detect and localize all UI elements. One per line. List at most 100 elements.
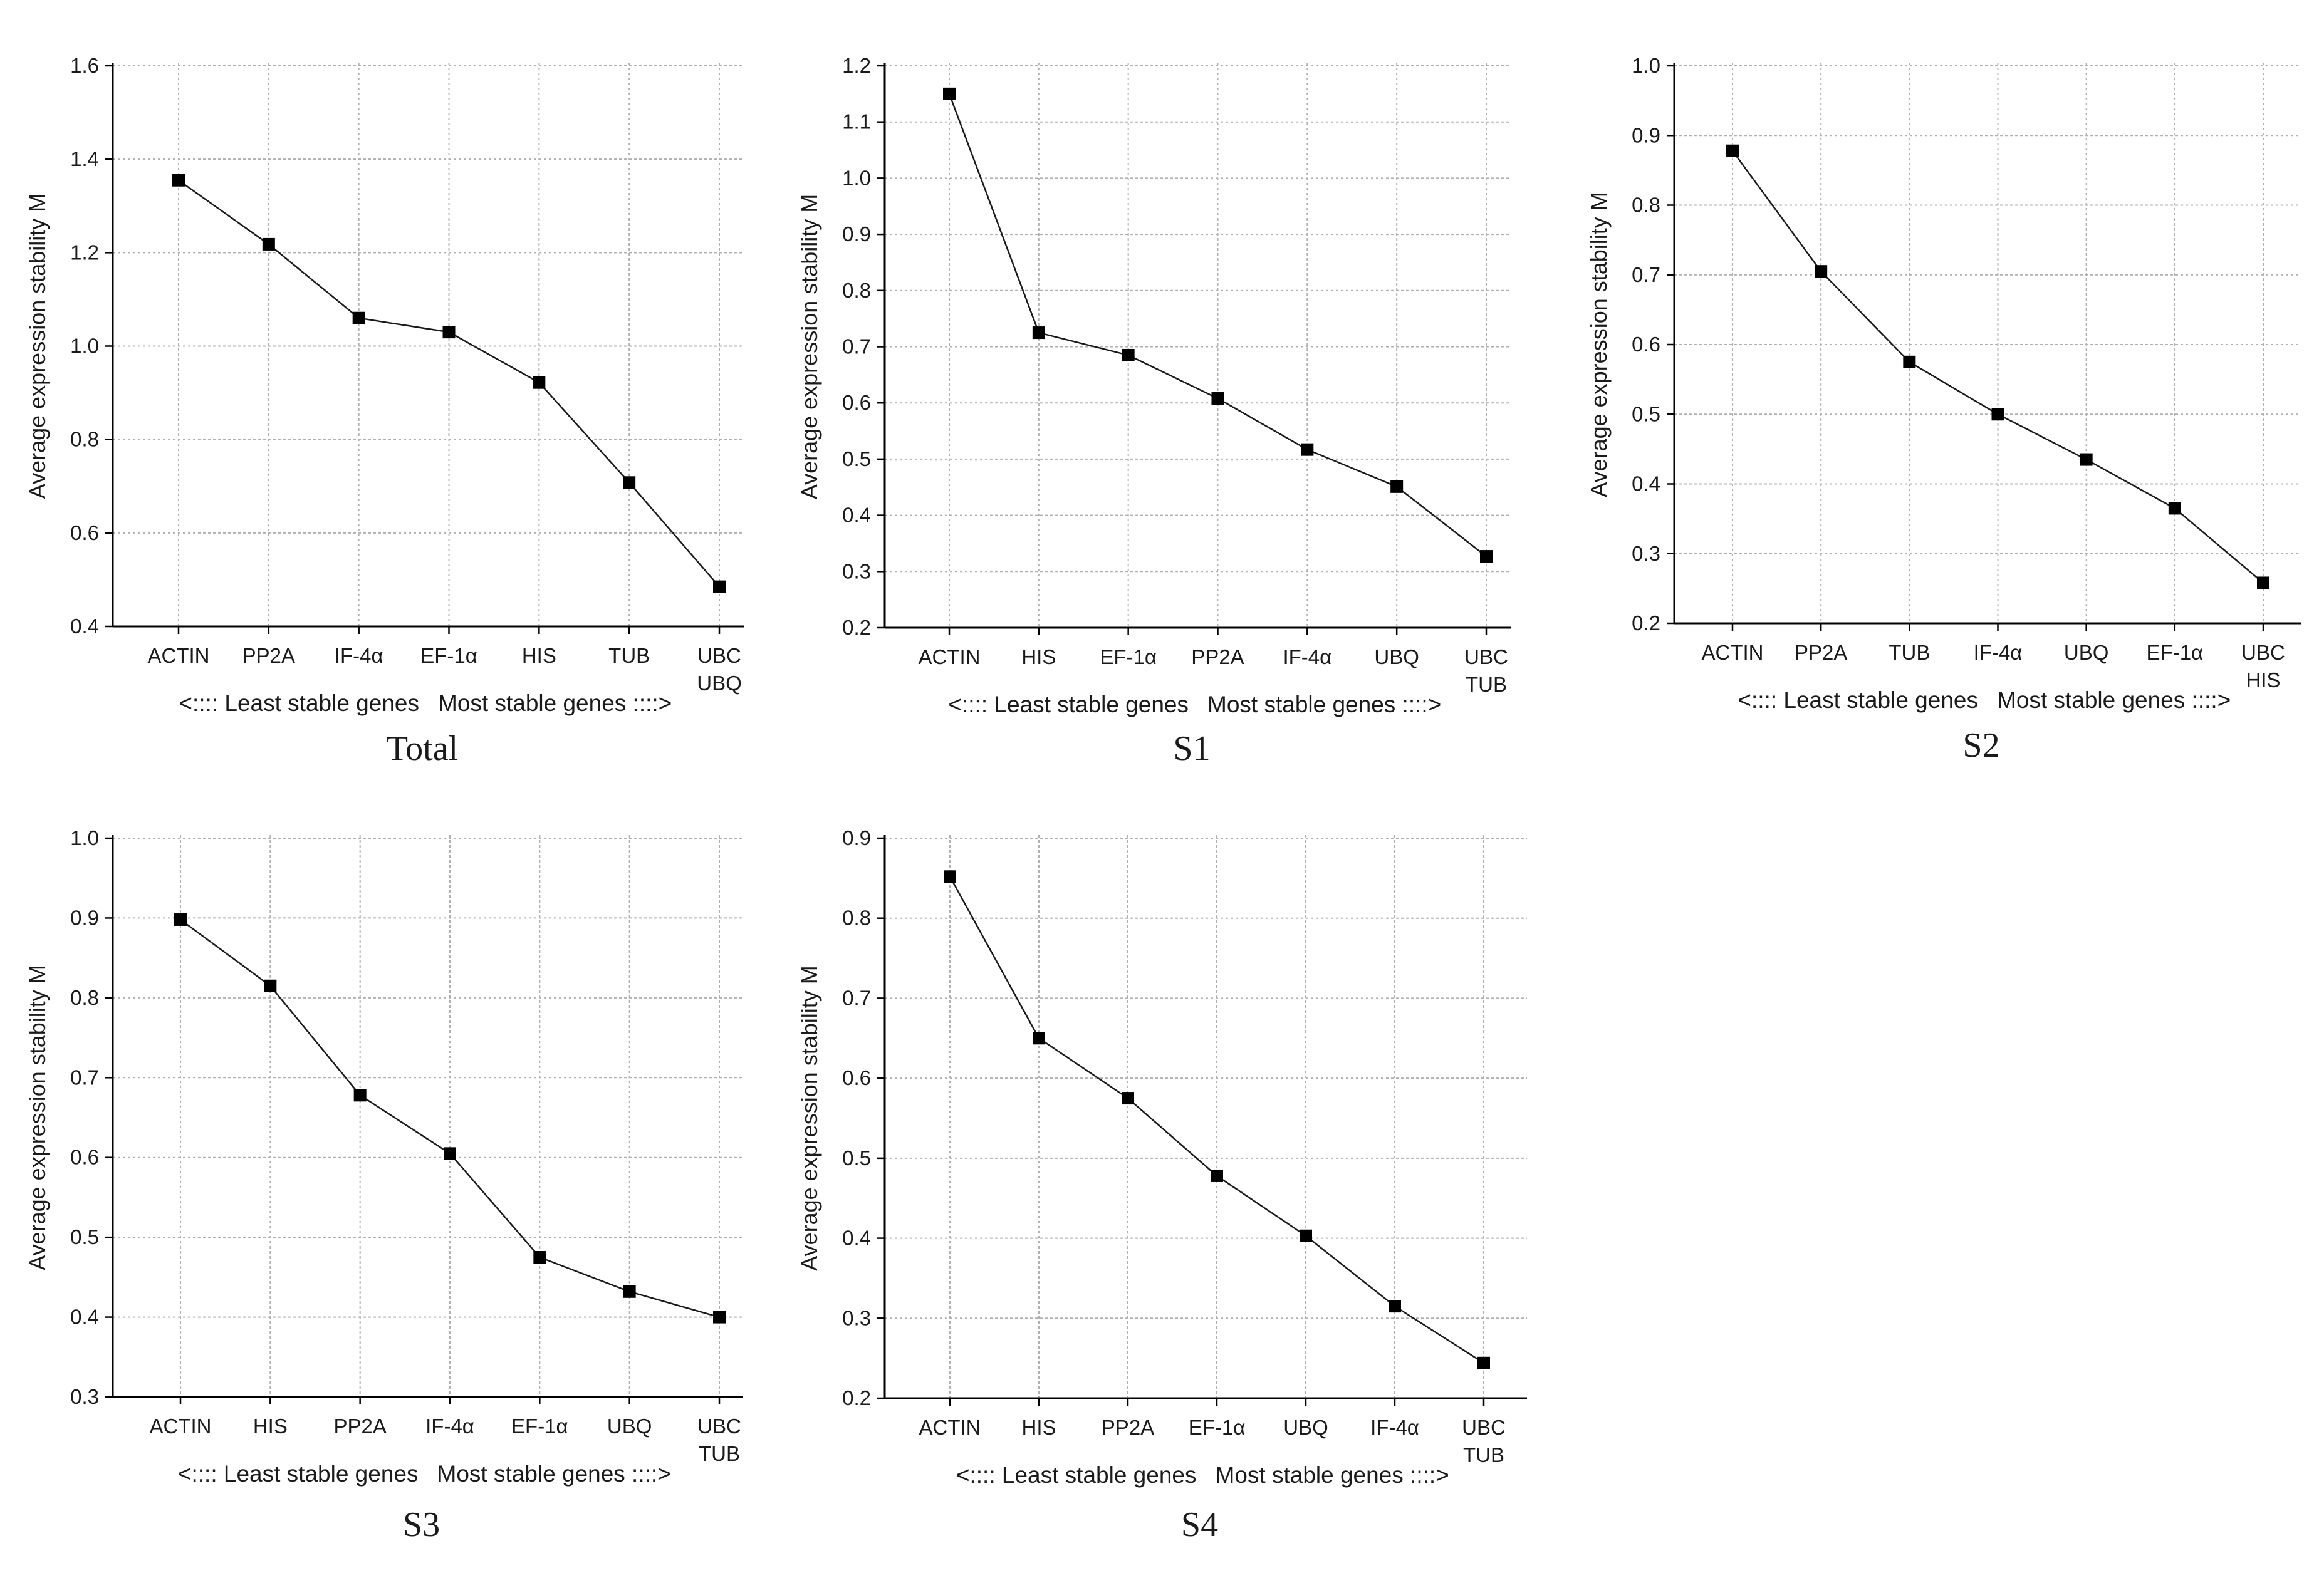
data-point	[442, 326, 456, 339]
y-tick-label: 0.9	[842, 826, 871, 849]
data-point	[262, 237, 275, 251]
x-tick-label: IF-4α	[1283, 645, 1331, 668]
x-tick-label: EF-1α	[1189, 1416, 1246, 1439]
least-stable-label: <:::: Least stable genes	[178, 1461, 419, 1487]
x-tick-label: EF-1α	[2147, 641, 2204, 664]
y-tick-label: 0.5	[842, 447, 871, 470]
x-tick-label: PP2A	[242, 644, 295, 667]
x-tick-label: UBQ	[1283, 1416, 1328, 1439]
data-point	[1032, 326, 1045, 340]
y-tick-label: 0.3	[1632, 542, 1660, 565]
series-line	[1731, 150, 2264, 584]
y-tick-label: 0.2	[1632, 611, 1660, 635]
data-point	[1211, 1169, 1223, 1182]
x-tick-label: HIS	[253, 1415, 288, 1438]
x-tick-label: UBC UBQ	[697, 644, 742, 695]
x-tick-label: HIS	[1021, 645, 1056, 668]
data-point	[172, 174, 185, 187]
x-tick-label: ACTIN	[150, 1415, 212, 1438]
y-tick-label: 0.3	[842, 559, 871, 583]
x-tick-label: HIS	[1021, 1416, 1056, 1439]
data-point	[2257, 576, 2269, 589]
x-tick-label: UBQ	[2064, 641, 2109, 664]
y-tick-label: 0.9	[1632, 123, 1660, 147]
data-point	[1726, 144, 1739, 157]
series-line	[949, 876, 1484, 1364]
most-stable-label: Most stable genes ::::>	[1997, 687, 2231, 713]
x-tick-label: ACTIN	[919, 645, 981, 668]
x-tick-label: ACTIN	[148, 644, 210, 667]
y-tick-label: 0.7	[842, 335, 871, 358]
data-point	[533, 1251, 546, 1264]
x-tick-label: UBQ	[1374, 645, 1419, 668]
data-point	[1033, 1032, 1045, 1045]
y-tick-label: 0.8	[842, 279, 871, 302]
panel-caption: S1	[1173, 729, 1210, 768]
y-tick-label: 0.9	[842, 222, 871, 246]
chart-panel-1: 0.4 0.6 0.8 1.0 1.2 1.4 1.6 ACTIN PP2A IF-4α EF-1α…	[24, 54, 744, 768]
x-tick-label: TUB	[608, 644, 650, 667]
y-axis-label: Average expression stability M	[796, 965, 822, 1271]
x-tick-label: IF-4α	[1370, 1416, 1419, 1439]
x-tick-label: EF-1α	[511, 1415, 568, 1438]
y-tick-label: 0.5	[842, 1146, 871, 1170]
y-tick-label: 1.2	[70, 241, 99, 264]
y-tick-label: 0.7	[1632, 263, 1660, 286]
data-point	[1480, 550, 1493, 563]
y-tick-label: 0.6	[70, 521, 99, 544]
y-tick-label: 1.4	[70, 147, 99, 170]
x-tick-label: PP2A	[1191, 645, 1244, 668]
most-stable-label: Most stable genes ::::>	[1216, 1462, 1449, 1488]
data-point	[944, 870, 956, 883]
data-point	[2168, 502, 2181, 515]
y-tick-label: 0.8	[842, 906, 871, 930]
data-point	[1477, 1356, 1490, 1369]
data-point	[1390, 480, 1404, 493]
data-point	[1300, 1229, 1312, 1242]
y-tick-label: 1.0	[842, 166, 871, 189]
y-tick-label: 0.6	[842, 391, 871, 414]
data-point	[713, 1311, 726, 1324]
least-stable-label: <:::: Least stable genes	[1738, 687, 1978, 713]
least-stable-label: <:::: Least stable genes	[948, 692, 1189, 717]
x-tick-label: HIS	[522, 644, 556, 667]
data-point	[623, 1285, 636, 1298]
y-tick-label: 0.4	[70, 615, 99, 638]
y-tick-label: 0.5	[1632, 402, 1660, 425]
y-tick-label: 0.9	[70, 906, 99, 929]
y-tick-label: 0.6	[1632, 333, 1660, 356]
most-stable-label: Most stable genes ::::>	[1207, 692, 1441, 717]
data-point	[1301, 443, 1314, 456]
data-point	[1211, 392, 1224, 405]
x-tick-label: UBC HIS	[2241, 641, 2285, 692]
x-tick-label: IF-4α	[335, 644, 383, 667]
panel-caption: S4	[1181, 1505, 1218, 1544]
y-tick-label: 0.5	[70, 1225, 99, 1249]
x-tick-label: IF-4α	[1974, 641, 2023, 664]
y-tick-label: 1.6	[70, 54, 99, 77]
x-tick-label: ACTIN	[1702, 641, 1764, 664]
x-tick-label: PP2A	[1795, 641, 1847, 664]
x-tick-label: IF-4α	[425, 1415, 474, 1438]
data-point	[623, 476, 636, 489]
y-tick-label: 0.4	[842, 504, 871, 527]
data-point	[353, 1089, 367, 1102]
y-tick-label: 1.0	[70, 335, 99, 358]
y-tick-label: 0.8	[70, 986, 99, 1009]
x-tick-label: UBQ	[607, 1415, 652, 1438]
data-point	[1122, 348, 1135, 361]
data-point	[1991, 408, 2004, 421]
y-tick-label: 0.2	[842, 1386, 871, 1409]
data-point	[533, 376, 546, 389]
y-tick-label: 0.8	[70, 428, 99, 451]
y-tick-label: 0.4	[842, 1227, 871, 1250]
x-tick-label: EF-1α	[420, 644, 477, 667]
y-tick-label: 0.6	[842, 1066, 871, 1089]
x-tick-label: TUB	[1889, 641, 1930, 664]
least-stable-label: <:::: Least stable genes	[956, 1462, 1197, 1488]
data-point	[352, 311, 365, 324]
panel-caption: S2	[1962, 726, 1999, 765]
data-point	[174, 913, 187, 926]
data-point	[264, 979, 277, 992]
panel-caption: S3	[403, 1505, 440, 1544]
